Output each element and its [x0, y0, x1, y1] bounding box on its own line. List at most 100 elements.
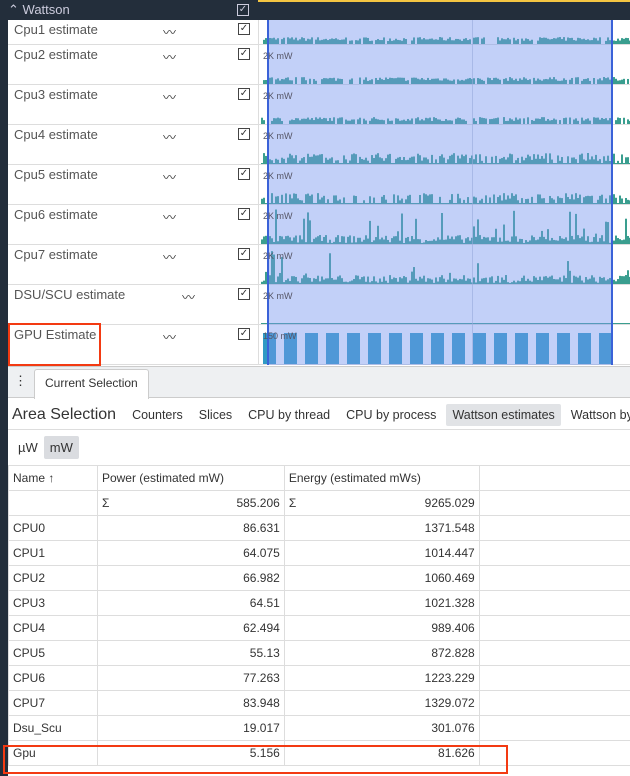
table-row[interactable]: CPU7 83.948 1329.072 [8, 690, 630, 716]
counter-sample [457, 280, 459, 284]
chevron-up-icon[interactable]: ⌃ [8, 2, 19, 17]
counter-sample [303, 77, 305, 84]
unit-toggle: µW mW [12, 436, 79, 459]
track-row[interactable]: Cpu4 estimate 〰 ✓ 2K mW [8, 125, 630, 165]
track-group-header[interactable] [8, 0, 630, 20]
counter-sample [523, 40, 525, 44]
counter-sample [323, 279, 325, 284]
track-checkbox[interactable]: ✓ [238, 288, 250, 300]
counter-sample [415, 118, 417, 124]
counter-sample [293, 276, 295, 284]
counter-sample [575, 159, 577, 164]
line-chart-icon[interactable]: 〰 [163, 50, 177, 65]
counter-sample [479, 235, 481, 244]
table-row[interactable]: CPU0 86.631 1371.548 [8, 515, 630, 541]
table-row[interactable]: CPU2 66.982 1060.469 [8, 565, 630, 591]
counter-sample [563, 275, 565, 284]
track-checkbox[interactable]: ✓ [238, 248, 250, 260]
counter-sample [449, 323, 451, 324]
kebab-menu-icon[interactable]: ⋮ [14, 373, 27, 388]
table-row[interactable]: CPU6 77.263 1223.229 [8, 665, 630, 691]
counter-sample [337, 160, 339, 164]
track-checkbox[interactable]: ✓ [238, 128, 250, 140]
line-chart-icon[interactable]: 〰 [163, 130, 177, 145]
line-chart-icon[interactable]: 〰 [163, 330, 177, 345]
unit-button[interactable]: µW [18, 440, 38, 455]
track-row[interactable]: Cpu3 estimate 〰 ✓ 2K mW [8, 85, 630, 125]
track-row[interactable]: Cpu6 estimate 〰 ✓ 2K mW [8, 205, 630, 245]
subtab[interactable]: CPU by thread [248, 407, 331, 422]
counter-sample [395, 38, 397, 44]
track-canvas[interactable]: 2K mW [258, 205, 630, 244]
line-chart-icon[interactable]: 〰 [182, 290, 196, 305]
track-row[interactable]: GPU Estimate 〰 ✓ 150 mW [8, 325, 630, 365]
counter-sample [503, 279, 505, 284]
counter-sample [573, 157, 575, 164]
track-canvas[interactable] [258, 20, 630, 44]
table-row[interactable]: CPU5 55.13 872.828 [8, 640, 630, 666]
counter-sample [491, 237, 493, 244]
subtab[interactable]: Slices [198, 407, 233, 422]
unit-button[interactable]: mW [43, 436, 79, 459]
counter-sample [521, 323, 523, 324]
column-header-energy[interactable]: Energy (estimated mWs) [283, 465, 480, 491]
counter-sample [585, 160, 587, 164]
track-checkbox[interactable]: ✓ [238, 88, 250, 100]
subtab[interactable]: Wattson by [570, 407, 630, 422]
counter-sample [317, 275, 319, 284]
highlight-box [3, 745, 508, 774]
cell-name: Dsu_Scu [8, 715, 98, 741]
line-chart-icon[interactable]: 〰 [163, 250, 177, 265]
track-row[interactable]: Cpu1 estimate 〰 ✓ [8, 20, 630, 45]
counter-sample [557, 240, 559, 244]
column-header-name[interactable]: Name ↑ [8, 465, 98, 491]
track-canvas[interactable]: 2K mW [258, 85, 630, 124]
track-group-title[interactable]: ⌃ Wattson [8, 2, 70, 17]
counter-sample [605, 221, 607, 244]
track-canvas[interactable]: 2K mW [258, 285, 630, 324]
subtab[interactable]: Wattson estimates [446, 403, 561, 426]
table-row[interactable]: Dsu_Scu 19.017 301.076 [8, 715, 630, 741]
counter-sample [597, 117, 599, 124]
track-row[interactable]: DSU/SCU estimate 〰 ✓ 2K mW [8, 285, 630, 325]
track-canvas[interactable]: 2K mW [258, 125, 630, 164]
tab-current-selection[interactable]: Current Selection [34, 369, 149, 399]
table-row[interactable]: Gpu 5.156 81.626 [8, 740, 630, 766]
counter-sample [381, 79, 383, 84]
counter-sample [545, 239, 547, 244]
track-checkbox[interactable]: ✓ [238, 328, 250, 340]
counter-sample [539, 37, 541, 44]
track-canvas[interactable]: 150 mW [258, 325, 630, 364]
subtab[interactable]: CPU by process [346, 407, 437, 422]
track-row[interactable]: Cpu5 estimate 〰 ✓ 2K mW [8, 165, 630, 205]
track-checkbox[interactable]: ✓ [238, 23, 250, 35]
counter-sample [487, 77, 489, 84]
counter-sample [459, 278, 461, 284]
counter-sample [431, 194, 433, 204]
line-chart-icon[interactable]: 〰 [163, 25, 177, 40]
group-checkbox[interactable]: ✓ [237, 4, 249, 16]
counter-sample [453, 79, 455, 84]
line-chart-icon[interactable]: 〰 [163, 170, 177, 185]
table-row[interactable]: CPU4 62.494 989.406 [8, 615, 630, 641]
counter-sample [585, 277, 587, 284]
track-canvas[interactable]: 2K mW [258, 45, 630, 84]
area-selection[interactable] [267, 20, 613, 365]
line-chart-icon[interactable]: 〰 [163, 90, 177, 105]
track-checkbox[interactable]: ✓ [238, 48, 250, 60]
track-row[interactable]: Cpu2 estimate 〰 ✓ 2K mW [8, 45, 630, 85]
track-checkbox[interactable]: ✓ [238, 208, 250, 220]
counter-sample [333, 163, 335, 164]
counter-sample [315, 39, 317, 44]
counter-sample [617, 160, 619, 164]
counter-sample [549, 39, 551, 44]
column-header-power[interactable]: Power (estimated mW) [96, 465, 285, 491]
counter-sample [567, 240, 569, 244]
subtab[interactable]: Counters [132, 407, 183, 422]
track-scale-label: 150 mW [263, 331, 297, 341]
counter-sample [473, 323, 475, 324]
table-row[interactable]: CPU3 64.51 1021.328 [8, 590, 630, 616]
line-chart-icon[interactable]: 〰 [163, 210, 177, 225]
track-checkbox[interactable]: ✓ [238, 168, 250, 180]
table-row[interactable]: CPU1 64.075 1014.447 [8, 540, 630, 566]
